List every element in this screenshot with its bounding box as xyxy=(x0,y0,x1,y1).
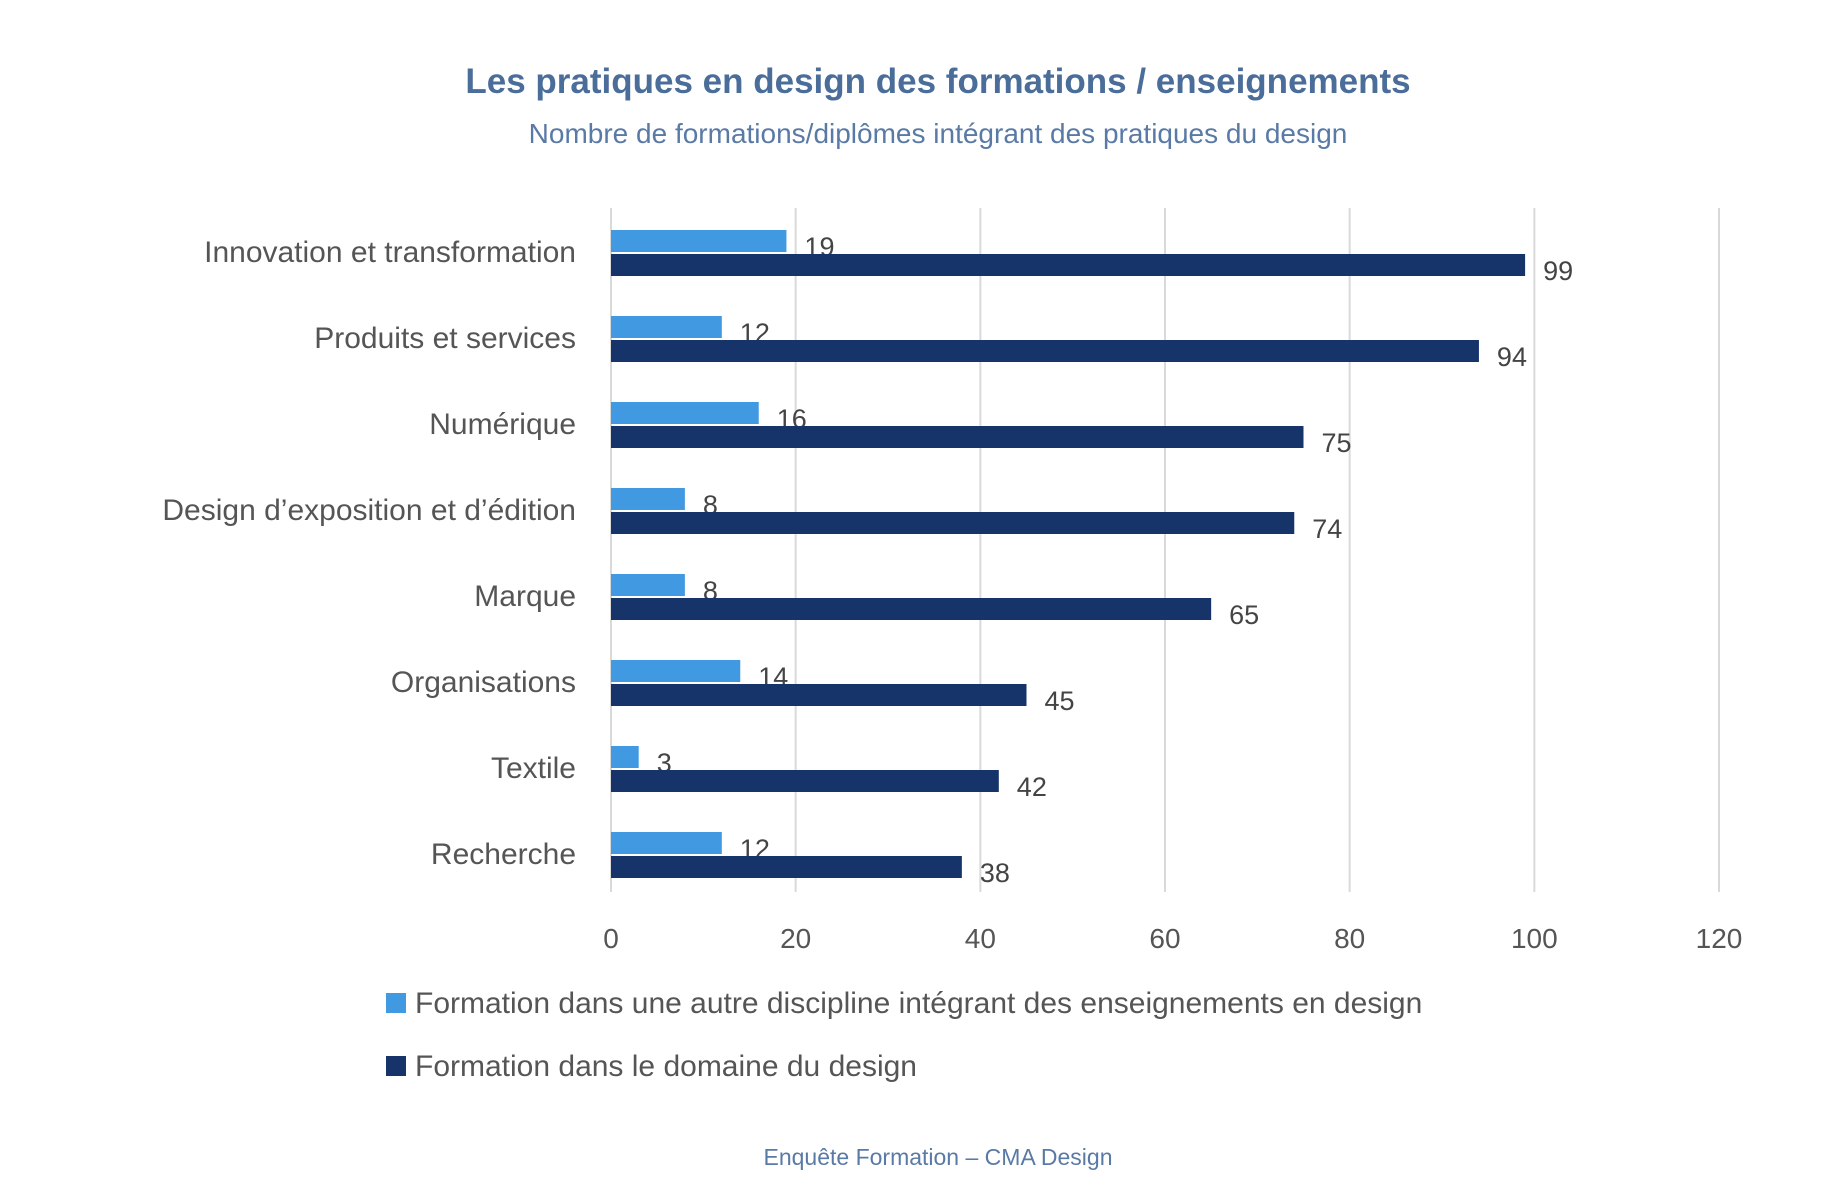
bar-other-discipline xyxy=(611,316,722,338)
data-label: 94 xyxy=(1497,342,1527,372)
bar-other-discipline xyxy=(611,832,722,854)
category-label: Organisations xyxy=(391,666,576,699)
legend-label: Formation dans une autre discipline inté… xyxy=(415,987,1422,1020)
data-label: 38 xyxy=(980,858,1010,888)
category-label: Marque xyxy=(474,580,576,613)
x-tick-label: 100 xyxy=(1511,923,1558,954)
legend-swatch xyxy=(386,993,406,1013)
legend: Formation dans une autre discipline inté… xyxy=(386,987,1422,1083)
bar-design-domain xyxy=(611,856,962,878)
bar-other-discipline xyxy=(611,230,787,252)
bar-other-discipline xyxy=(611,488,685,510)
bar-design-domain xyxy=(611,426,1304,448)
x-tick-label: 80 xyxy=(1334,923,1365,954)
category-label: Numérique xyxy=(429,408,576,441)
x-tick-label: 20 xyxy=(780,923,811,954)
bar-design-domain xyxy=(611,512,1295,534)
chart-title: Les pratiques en design des formations /… xyxy=(465,62,1410,101)
x-tick-label: 120 xyxy=(1696,923,1743,954)
data-label: 75 xyxy=(1322,428,1352,458)
bar-other-discipline xyxy=(611,402,759,424)
bar-design-domain xyxy=(611,684,1027,706)
data-label: 99 xyxy=(1543,256,1573,286)
category-label: Recherche xyxy=(431,838,576,871)
bar-design-domain xyxy=(611,770,999,792)
source-note: Enquête Formation – CMA Design xyxy=(763,1144,1112,1170)
category-label: Design d’exposition et d’édition xyxy=(162,494,576,527)
legend-label: Formation dans le domaine du design xyxy=(415,1050,917,1083)
x-tick-label: 60 xyxy=(1149,923,1180,954)
bar-design-domain xyxy=(611,340,1479,362)
data-label: 65 xyxy=(1229,600,1259,630)
legend-swatch xyxy=(386,1056,406,1076)
category-label: Innovation et transformation xyxy=(204,236,576,269)
data-label: 45 xyxy=(1045,686,1075,716)
category-label: Produits et services xyxy=(314,322,576,355)
bar-other-discipline xyxy=(611,746,639,768)
category-labels: Innovation et transformation Produits et … xyxy=(162,236,576,871)
x-tick-label: 0 xyxy=(603,923,619,954)
category-label: Textile xyxy=(491,752,576,785)
x-tick-label: 40 xyxy=(965,923,996,954)
bar-design-domain xyxy=(611,254,1526,276)
bar-other-discipline xyxy=(611,660,741,682)
x-axis-ticks: 0 20 40 60 80 100 120 xyxy=(603,923,1742,954)
gridlines xyxy=(610,208,1720,892)
data-label: 74 xyxy=(1312,514,1342,544)
bar-other-discipline xyxy=(611,574,685,596)
data-label: 42 xyxy=(1017,772,1047,802)
bar-design-domain xyxy=(611,598,1212,620)
chart-subtitle: Nombre de formations/diplômes intégrant … xyxy=(529,118,1348,149)
